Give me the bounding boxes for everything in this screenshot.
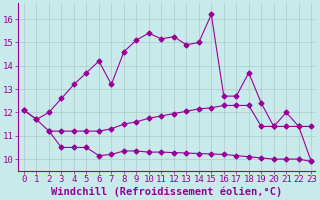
X-axis label: Windchill (Refroidissement éolien,°C): Windchill (Refroidissement éolien,°C) bbox=[51, 187, 282, 197]
